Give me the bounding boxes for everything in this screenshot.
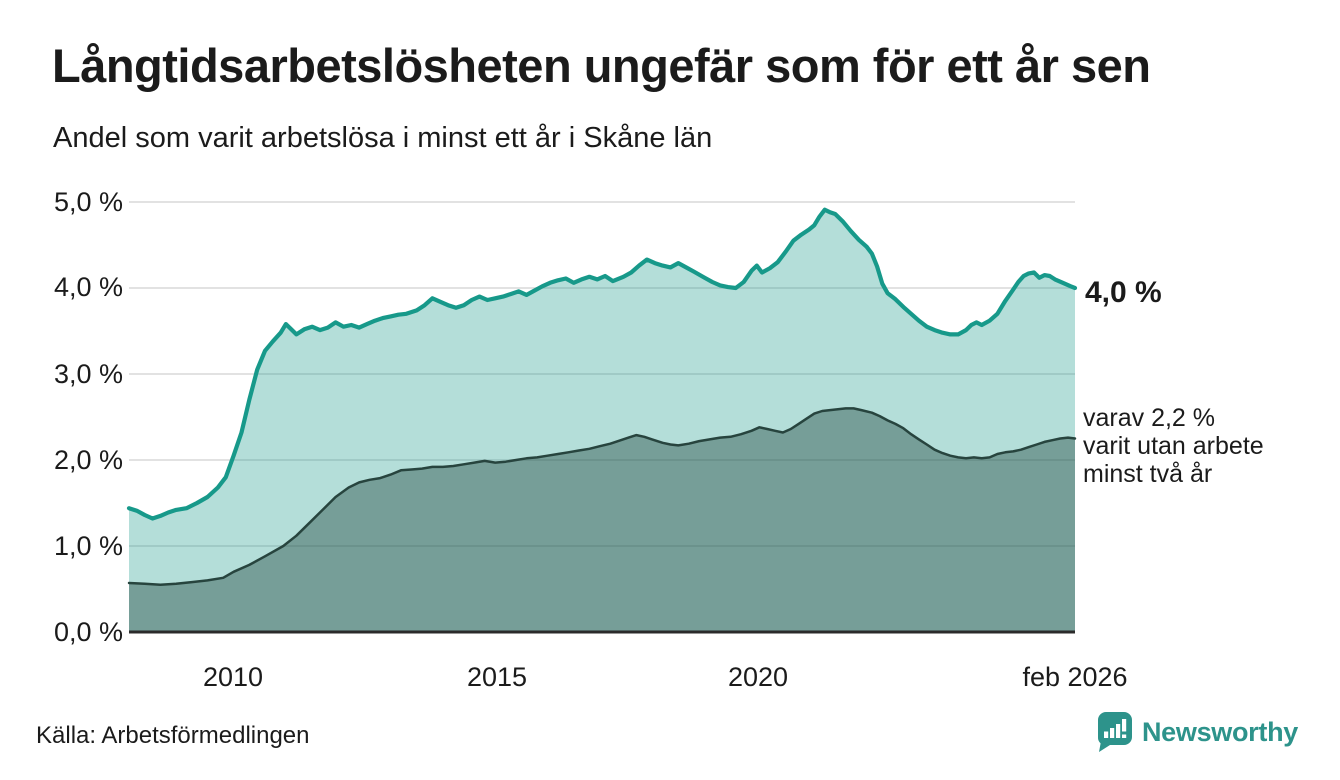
newsworthy-wordmark: Newsworthy bbox=[1141, 716, 1298, 747]
y-tick-1: 1,0 % bbox=[53, 531, 123, 561]
source-caption: Källa: Arbetsförmedlingen bbox=[36, 722, 310, 749]
series-end-value-label: 4,0 % bbox=[1085, 276, 1162, 309]
y-tick-2: 2,0 % bbox=[53, 445, 123, 475]
chart-subtitle: Andel som varit arbetslösa i minst ett å… bbox=[53, 122, 713, 154]
y-tick-5: 5,0 % bbox=[53, 187, 123, 217]
newsworthy-logo: Newsworthy bbox=[1096, 710, 1298, 754]
newsworthy-pin-icon bbox=[1097, 712, 1132, 752]
annotation-line-3: minst två år bbox=[1083, 460, 1213, 488]
y-tick-3: 3,0 % bbox=[53, 359, 123, 389]
x-tick-2010: 2010 bbox=[202, 662, 264, 692]
series-annotation: varav 2,2 % varit utan arbete minst två … bbox=[1083, 404, 1264, 488]
x-tick-2020: 2020 bbox=[727, 662, 789, 692]
y-tick-4: 4,0 % bbox=[53, 272, 123, 302]
annotation-line-2: varit utan arbete bbox=[1083, 432, 1264, 460]
x-tick-2015: 2015 bbox=[466, 662, 528, 692]
x-tick-feb2026: feb 2026 bbox=[1022, 662, 1128, 692]
annotation-line-1: varav 2,2 % bbox=[1083, 404, 1216, 432]
page-title: Långtidsarbetslösheten ungefär som för e… bbox=[52, 39, 1151, 92]
y-tick-0: 0,0 % bbox=[53, 617, 123, 647]
